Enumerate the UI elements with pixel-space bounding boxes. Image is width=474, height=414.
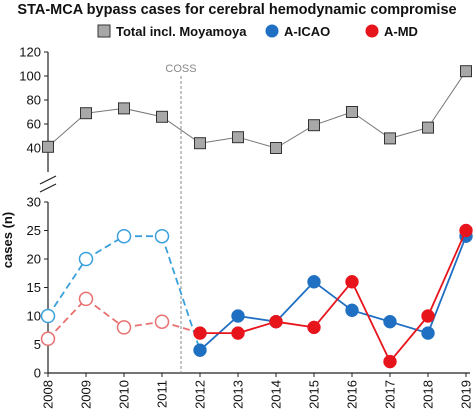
- data-point-total: [42, 140, 54, 153]
- data-point-total: [80, 107, 92, 120]
- x-tick-label: 2016: [345, 380, 360, 409]
- series-line-segment: [389, 315, 429, 363]
- series-line-segment: [427, 230, 467, 317]
- x-tick-label: 2009: [79, 380, 94, 409]
- data-point: [345, 303, 359, 318]
- y-tick-label-lower: 0: [34, 366, 41, 381]
- data-point: [269, 314, 283, 329]
- series-line-segment: [351, 281, 391, 362]
- data-point: [231, 326, 245, 340]
- series-line-segment: [85, 235, 125, 260]
- data-point-hollow: [116, 228, 132, 244]
- y-tick-label-lower: 20: [27, 252, 41, 267]
- data-point-hollow: [40, 308, 56, 324]
- x-tick-label: 2014: [269, 380, 284, 409]
- y-axis-title: cases (n): [0, 212, 15, 268]
- legend-label: Total incl. Moyamoya: [116, 24, 247, 39]
- y-tick-label-lower: 5: [34, 337, 41, 352]
- legend-label: A-ICAO: [284, 24, 330, 39]
- legend: Total incl. Moyamoya A-ICAO A-MD: [97, 24, 418, 39]
- data-point: [193, 326, 207, 340]
- y-tick-label-lower: 25: [27, 223, 41, 238]
- series-line-segment: [313, 281, 353, 312]
- series-line-segment: [161, 116, 201, 144]
- data-point-total: [346, 106, 358, 118]
- data-point-total: [422, 121, 434, 134]
- series-line-segment: [47, 298, 87, 340]
- series-line-segment: [427, 70, 467, 128]
- data-point-total: [270, 142, 282, 154]
- series-line-segment: [275, 124, 315, 149]
- x-tick-label: 2017: [383, 380, 398, 409]
- annotation-layer: COSS: [165, 63, 197, 373]
- x-tick-label: 2019: [459, 380, 474, 409]
- data-point: [231, 309, 245, 323]
- data-point-total: [460, 65, 472, 78]
- data-point-total: [118, 102, 130, 115]
- data-point: [421, 309, 435, 323]
- series-line-segment: [237, 136, 277, 149]
- data-point-hollow: [116, 320, 132, 335]
- series-layer: [40, 65, 473, 369]
- data-point: [193, 343, 207, 357]
- series-2: [40, 223, 473, 369]
- coss-annotation-label: COSS: [165, 63, 196, 75]
- data-point-total: [156, 110, 168, 123]
- x-tick-label: 2008: [41, 380, 56, 409]
- data-point: [307, 275, 321, 289]
- legend-marker: [365, 24, 379, 38]
- data-point: [345, 275, 359, 289]
- data-point-total: [232, 131, 244, 144]
- x-tick-label: 2012: [193, 380, 208, 409]
- series-line-segment: [275, 281, 315, 323]
- legend-marker: [265, 24, 279, 38]
- y-tick-label-upper: 80: [27, 93, 41, 108]
- y-tick-label-lower: 30: [27, 195, 41, 210]
- data-point-hollow: [40, 331, 56, 347]
- y-tick-label-lower: 10: [27, 309, 41, 324]
- x-tick-label: 2013: [231, 380, 246, 409]
- x-tick-label: 2010: [117, 380, 132, 409]
- legend-marker-total: [97, 24, 111, 38]
- y-tick-label-upper: 100: [19, 69, 41, 84]
- data-point-hollow: [154, 314, 170, 329]
- data-point-hollow: [78, 291, 94, 307]
- series-1: [40, 228, 473, 357]
- series-0: [42, 65, 472, 154]
- data-point-total: [194, 137, 206, 150]
- x-tick-label: 2018: [421, 380, 436, 409]
- y-tick-label-upper: 120: [19, 45, 41, 60]
- series-line-segment: [47, 258, 87, 317]
- series-line-segment: [85, 107, 125, 114]
- chart-title: STA-MCA bypass cases for cerebral hemody…: [17, 2, 456, 18]
- data-point-hollow: [78, 251, 94, 267]
- series-line-segment: [389, 127, 429, 139]
- axis-break-mark: [39, 183, 57, 193]
- axes: 40 60 80 100 120 0 5 10 15 20 25 30 2008 2009 2010 2011…: [19, 45, 473, 409]
- data-point-hollow: [154, 228, 170, 244]
- series-line-segment: [313, 111, 353, 126]
- series-line-segment: [123, 107, 163, 118]
- data-point: [459, 223, 473, 238]
- data-point-total: [308, 119, 320, 132]
- legend-label: A-MD: [384, 24, 418, 39]
- series-line-segment: [313, 281, 353, 328]
- data-point: [383, 354, 397, 369]
- data-point: [307, 320, 321, 335]
- data-point-total: [384, 132, 396, 145]
- y-tick-label-lower: 15: [27, 280, 41, 295]
- series-line-segment: [199, 136, 239, 144]
- series-line-segment: [351, 111, 391, 139]
- x-tick-label: 2011: [155, 380, 170, 408]
- y-tick-label-upper: 60: [27, 117, 41, 132]
- series-line-segment: [85, 298, 125, 329]
- x-tick-label: 2015: [307, 380, 322, 409]
- axis-break-mark: [39, 175, 57, 185]
- data-point: [421, 326, 435, 340]
- y-tick-label-upper: 40: [27, 141, 41, 156]
- data-point: [383, 314, 397, 329]
- series-line-segment: [47, 112, 87, 148]
